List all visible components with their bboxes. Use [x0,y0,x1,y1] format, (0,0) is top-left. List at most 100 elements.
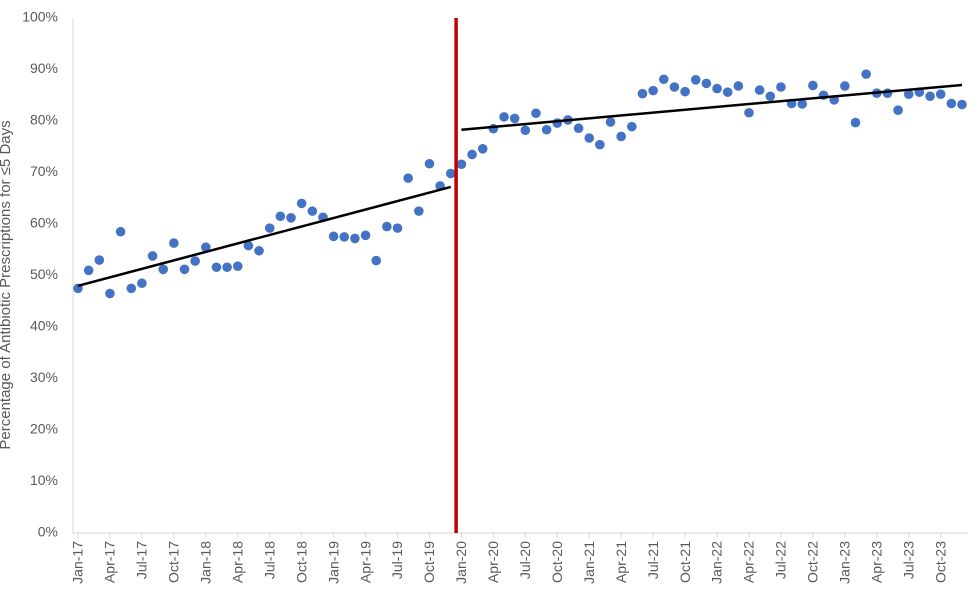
data-point [648,85,658,96]
data-point [296,198,307,209]
x-tick-label: Apr-23 [868,541,884,583]
x-tick-label: Apr-19 [357,541,373,583]
data-point [733,81,744,91]
data-point [83,265,94,276]
data-point [531,108,541,119]
data-point [94,255,105,265]
data-point [211,262,222,273]
x-tick-label: Jan-23 [837,541,853,584]
data-point [595,139,605,150]
x-tick-label: Oct-17 [166,541,182,583]
data-point [392,223,403,233]
data-point [126,283,137,294]
data-point [115,226,126,237]
data-point [509,113,520,124]
x-tick-label: Jan-20 [453,541,469,584]
y-tick-label: 20% [30,421,58,437]
data-point [957,99,967,110]
data-point [499,112,509,122]
data-point [797,99,808,109]
data-point [275,211,286,222]
x-tick-label: Jan-18 [198,541,214,584]
x-tick-label: Apr-22 [741,541,757,583]
data-point [169,238,179,248]
y-tick-label: 10% [30,472,58,488]
data-point [776,82,786,92]
data-point [850,117,861,128]
data-point [680,86,690,97]
data-point [690,75,701,85]
x-tick-label: Jan-19 [325,541,341,584]
data-point [946,98,957,109]
data-point [467,149,477,160]
y-tick-label: 60% [30,215,58,231]
data-point [840,81,850,91]
data-point [414,206,424,216]
data-point [584,133,595,143]
x-tick-label: Jan-21 [581,541,597,584]
data-point [350,233,360,244]
data-point [158,264,169,275]
data-point [286,213,296,223]
data-point [243,240,254,251]
y-tick-label: 100% [22,9,58,25]
data-point [190,256,200,266]
data-point [903,89,914,100]
x-tick-label: Oct-22 [805,541,821,583]
data-point [147,251,158,261]
trendline [461,83,963,132]
x-tick-label: Jul-20 [517,541,533,579]
data-point [627,121,637,132]
data-point [222,262,232,273]
y-tick-label: 0% [38,524,58,540]
x-tick-label: Apr-18 [229,541,245,583]
x-tick-label: Apr-21 [613,541,629,583]
data-point [925,91,935,102]
data-point [605,117,616,127]
y-axis-label: Percentage of Antibiotic Prescriptions f… [0,120,14,449]
data-point [201,242,211,252]
x-tick-label: Oct-23 [932,541,948,583]
data-point [882,88,893,98]
x-tick-label: Jan-17 [70,541,86,584]
data-point [137,278,147,289]
y-tick-label: 90% [30,60,58,76]
data-point [541,124,552,135]
data-point [179,264,190,275]
y-tick-label: 50% [30,266,58,282]
x-tick-label: Jan-22 [709,541,725,584]
data-point [701,78,712,89]
x-tick-label: Jul-18 [261,541,277,579]
data-point [307,206,318,216]
data-point [637,88,648,99]
x-tick-label: Oct-18 [293,541,309,583]
data-point [456,159,467,170]
data-point [424,158,435,169]
data-point [935,89,946,100]
data-point [808,80,818,91]
data-point [712,83,722,94]
x-tick-label: Oct-20 [549,541,565,583]
y-tick-label: 80% [30,112,58,128]
y-tick-label: 30% [30,369,58,385]
y-tick-label: 40% [30,318,58,334]
data-point [754,85,765,95]
x-tick-label: Jul-17 [134,541,150,579]
data-point [445,168,456,179]
data-point [658,74,669,85]
data-point [328,231,339,242]
x-tick-label: Oct-21 [677,541,693,583]
data-point [264,223,275,233]
data-point [573,123,584,134]
data-point [722,87,733,97]
data-point [339,232,350,242]
x-tick-label: Jul-19 [389,541,405,579]
x-tick-label: Apr-20 [485,541,501,583]
x-tick-label: Jul-22 [773,541,789,579]
data-point [744,107,754,118]
y-tick-label: 70% [30,163,58,179]
data-point [371,255,382,266]
data-point [105,288,115,299]
x-tick-label: Jul-21 [645,541,661,579]
